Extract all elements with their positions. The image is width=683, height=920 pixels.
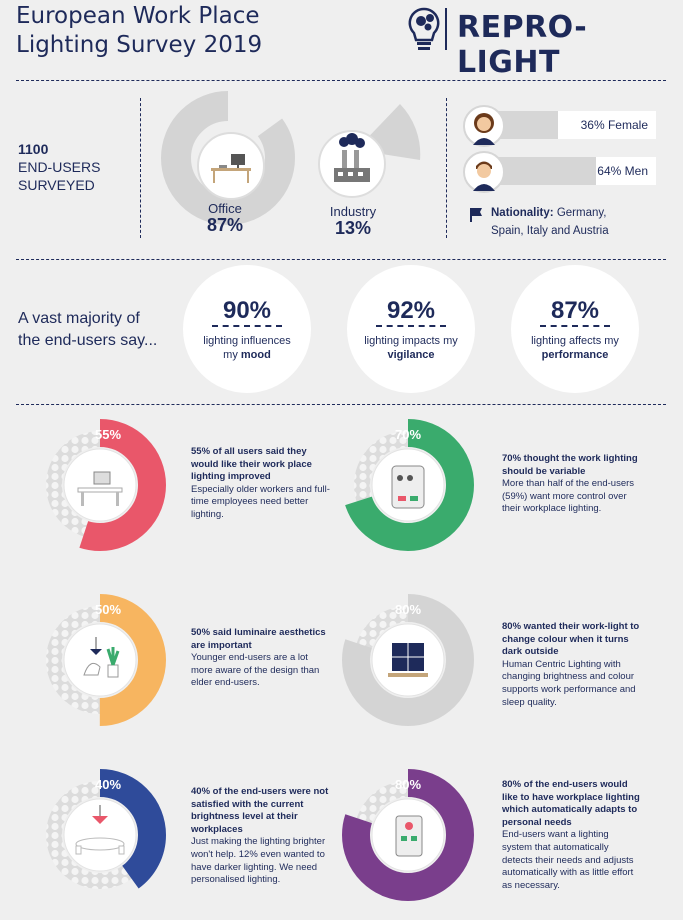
divider-v1 (140, 98, 141, 238)
divider-1 (16, 80, 666, 81)
light-switch-icon (391, 465, 425, 509)
majority-line-2: the end-users say... (18, 332, 158, 349)
majority-intro: A vast majority of the end-users say... (18, 308, 157, 352)
stat-circle-mood: 90% lighting influences my mood (183, 265, 311, 393)
finding-heading: 80% of the end-users would like to have … (502, 779, 640, 828)
male-avatar (463, 151, 505, 193)
window-night-icon (388, 643, 428, 677)
finding-heading: 50% said luminaire aesthetics are import… (191, 627, 326, 651)
illustration-circle (63, 623, 137, 697)
logo-divider (445, 8, 447, 50)
office-arc (161, 91, 295, 225)
finding-body: End-users want a lighting system that au… (502, 829, 634, 891)
finding-body: Especially older workers and full-time e… (191, 483, 330, 520)
finding-body: Just making the lighting brighter won't … (191, 836, 326, 886)
stat-percent: 87% (550, 297, 600, 324)
page-title: European Work Place Lighting Survey 2019 (16, 2, 262, 60)
finding-description: 80% wanted their work-light to change co… (502, 621, 640, 709)
control-panel-icon (395, 815, 423, 857)
finding-body: More than half of the end-users (59%) wa… (502, 478, 635, 515)
industry-percent: 13% (334, 218, 372, 238)
woman-icon (473, 113, 495, 145)
title-line-2: Lighting Survey 2019 (16, 32, 263, 58)
stat-percent: 90% (222, 297, 272, 324)
finding-description: 50% said luminaire aesthetics are import… (191, 627, 331, 690)
survey-line-1: END-USERS (18, 159, 101, 175)
finding-description: 40% of the end-users were not satisfied … (191, 786, 331, 887)
ring-value-arc (34, 419, 166, 551)
finding-heading: 55% of all users said they would like th… (191, 446, 312, 483)
divider-v2 (446, 98, 447, 238)
divider-2 (16, 259, 666, 260)
female-label: 36% Female (558, 111, 656, 139)
title-line-1: European Work Place (16, 3, 260, 29)
stat-underline (376, 325, 446, 327)
stat-percent: 92% (386, 297, 436, 324)
flag-icon (470, 208, 482, 222)
stat-text-2: vigilance (387, 349, 435, 361)
ring-percent-label: 70% (395, 427, 421, 442)
finding-heading: 80% wanted their work-light to change co… (502, 621, 640, 658)
ring-percent-label: 40% (95, 777, 121, 792)
brand-name: REPRO-LIGHT (457, 10, 588, 80)
office-percent: 87% (206, 215, 244, 235)
stat-text-2: my mood (223, 349, 271, 361)
nationality-value-2: Spain, Italy and Austria (491, 225, 609, 237)
ring-percent-label: 55% (95, 427, 121, 442)
ring-percent-label: 80% (395, 602, 421, 617)
finding-ring-chart: 70% (342, 419, 474, 551)
illustration-circle (63, 798, 137, 872)
stat-text-2: performance (541, 349, 609, 361)
ring-value-arc (34, 594, 166, 726)
finding-ring-chart: 80% (342, 769, 474, 901)
stat-circle-vigilance: 92% lighting impacts my vigilance (347, 265, 475, 393)
stat-circle-performance: 87% lighting affects my performance (511, 265, 639, 393)
female-avatar (463, 105, 505, 147)
ring-value-arc (34, 769, 166, 901)
finding-heading: 70% thought the work lighting should be … (502, 453, 638, 477)
finding-ring-chart: 55% (34, 419, 166, 551)
desk-icon (211, 154, 251, 183)
factory-icon (334, 133, 370, 182)
office-illustration (197, 132, 265, 200)
finding-ring-chart: 40% (34, 769, 166, 901)
stat-text-1: lighting influences (203, 335, 291, 347)
survey-count: 1100 (18, 141, 49, 157)
stat-text-1: lighting impacts my (364, 335, 458, 347)
finding-description: 80% of the end-users would like to have … (502, 779, 640, 892)
finding-description: 55% of all users said they would like th… (191, 446, 331, 522)
illustration-circle (63, 448, 137, 522)
stat-underline (212, 325, 282, 327)
finding-description: 70% thought the work lighting should be … (502, 453, 640, 516)
ring-value-arc (342, 769, 474, 901)
finding-body: Human Centric Lighting with changing bri… (502, 658, 636, 708)
nationality-value-1: Germany, (556, 207, 607, 219)
ring-value-arc (342, 594, 474, 726)
men-label: 64% Men (596, 157, 656, 185)
survey-count-block: 1100 END-USERS SURVEYED (18, 140, 100, 194)
stat-underline (540, 325, 610, 327)
ring-value-arc (342, 419, 474, 551)
stat-text-1: lighting affects my (531, 335, 619, 347)
survey-line-2: SURVEYED (18, 177, 95, 193)
man-icon (473, 161, 495, 191)
finding-ring-chart: 80% (342, 594, 474, 726)
nationality-label: Nationality: (491, 207, 554, 219)
majority-line-1: A vast majority of (18, 310, 140, 327)
desk-icon (77, 471, 123, 506)
nationality-block: Nationality: Germany, Spain, Italy and A… (491, 204, 671, 240)
lightbulb-logo-icon (408, 7, 440, 50)
finding-ring-chart: 50% (34, 594, 166, 726)
ring-percent-label: 50% (95, 602, 121, 617)
divider-3 (16, 404, 666, 405)
chair-plant-icon (83, 637, 120, 678)
finding-body: Younger end-users are a lot more aware o… (191, 652, 320, 689)
industry-label: Industry (329, 204, 377, 219)
industry-illustration (318, 130, 386, 198)
ring-percent-label: 80% (395, 777, 421, 792)
meeting-table-icon (75, 805, 125, 855)
office-label: Office (208, 201, 242, 216)
finding-heading: 40% of the end-users were not satisfied … (191, 786, 329, 835)
